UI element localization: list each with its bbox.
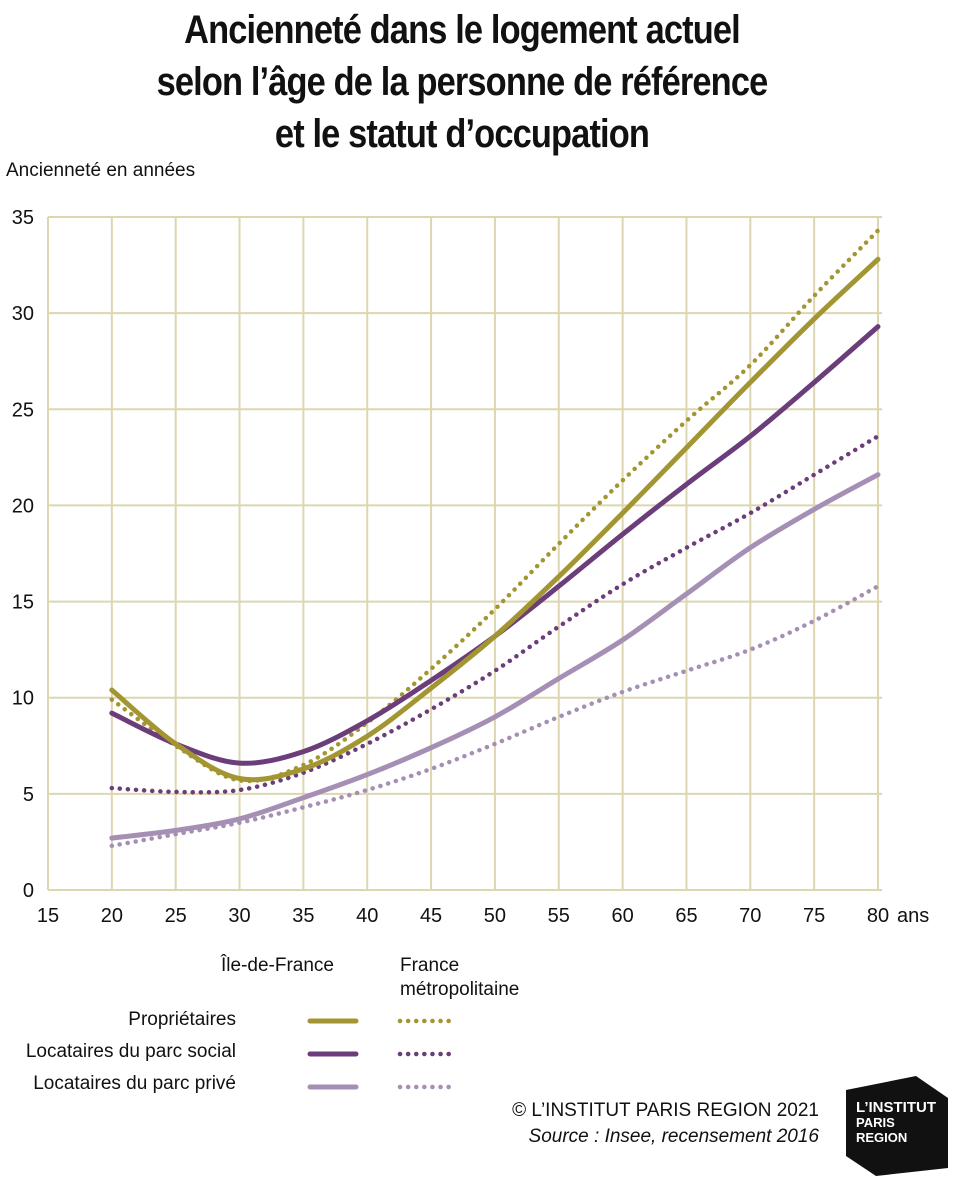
title-line-1: Ancienneté dans le logement actuel bbox=[184, 8, 741, 52]
x-tick-70: 70 bbox=[739, 905, 761, 927]
x-tick-65: 65 bbox=[675, 905, 697, 927]
title-line-3: et le statut d’occupation bbox=[274, 112, 650, 156]
legend-label-prive: Locataires du parc privé bbox=[33, 1073, 236, 1094]
y-tick-0: 0 bbox=[23, 880, 34, 902]
x-tick-25: 25 bbox=[165, 905, 187, 927]
series-line-social-dotted bbox=[109, 433, 881, 795]
logo-text: L’INSTITUT PARIS REGION bbox=[856, 1100, 936, 1145]
copyright: © L’INSTITUT PARIS REGION 2021 bbox=[512, 1100, 819, 1121]
x-tick-20: 20 bbox=[101, 905, 123, 927]
logo-line-1: L’INSTITUT bbox=[856, 1099, 936, 1116]
y-tick-35: 35 bbox=[12, 207, 34, 229]
x-tick-45: 45 bbox=[420, 905, 442, 927]
series-line-prive-dotted bbox=[109, 583, 881, 849]
x-tick-30: 30 bbox=[228, 905, 250, 927]
y-tick-25: 25 bbox=[12, 399, 34, 421]
y-axis-label: Ancienneté en années bbox=[6, 160, 196, 181]
y-tick-10: 10 bbox=[12, 688, 34, 710]
chart-title: Ancienneté dans le logement actuel selon… bbox=[65, 4, 860, 160]
y-tick-15: 15 bbox=[12, 592, 34, 614]
x-tick-40: 40 bbox=[356, 905, 378, 927]
x-tick-35: 35 bbox=[292, 905, 314, 927]
series-line-proprietaires-solid bbox=[109, 256, 881, 783]
x-tick-55: 55 bbox=[548, 905, 570, 927]
legend-header-idf: Île-de-France bbox=[221, 955, 334, 976]
credit: © L’INSTITUT PARIS REGION 2021 Source : … bbox=[512, 1098, 819, 1150]
y-tick-30: 30 bbox=[12, 303, 34, 325]
legend-label-social: Locataires du parc social bbox=[25, 1041, 236, 1062]
x-tick-80: 80 bbox=[867, 905, 889, 927]
legend-swatches bbox=[307, 1018, 453, 1090]
institut-logo bbox=[846, 1076, 948, 1176]
legend-header-france: France métropolitaine bbox=[400, 954, 519, 1002]
source: Source : Insee, recensement 2016 bbox=[528, 1126, 819, 1147]
x-tick-15: 15 bbox=[37, 905, 59, 927]
y-tick-5: 5 bbox=[23, 784, 34, 806]
legend-header-france-line1: France bbox=[400, 955, 460, 976]
series-line-prive-solid bbox=[109, 472, 881, 841]
title-line-2: selon l’âge de la personne de référence bbox=[156, 60, 769, 104]
axes: 0 5 10 15 20 25 30 35 15 20 25 30 35 40 45 50 55 60 65 70 75… bbox=[12, 207, 930, 927]
y-tick-20: 20 bbox=[12, 495, 34, 517]
x-tick-75: 75 bbox=[803, 905, 825, 927]
x-axis-unit: ans bbox=[897, 905, 929, 927]
legend-label-proprietaires: Propriétaires bbox=[128, 1009, 236, 1030]
grid bbox=[48, 216, 882, 890]
legend-header-france-line2: métropolitaine bbox=[400, 979, 520, 1000]
logo-line-3: REGION bbox=[856, 1130, 908, 1145]
x-tick-50: 50 bbox=[484, 905, 506, 927]
logo-line-2: PARIS bbox=[856, 1115, 895, 1130]
series-lines bbox=[109, 228, 881, 849]
x-tick-60: 60 bbox=[611, 905, 633, 927]
